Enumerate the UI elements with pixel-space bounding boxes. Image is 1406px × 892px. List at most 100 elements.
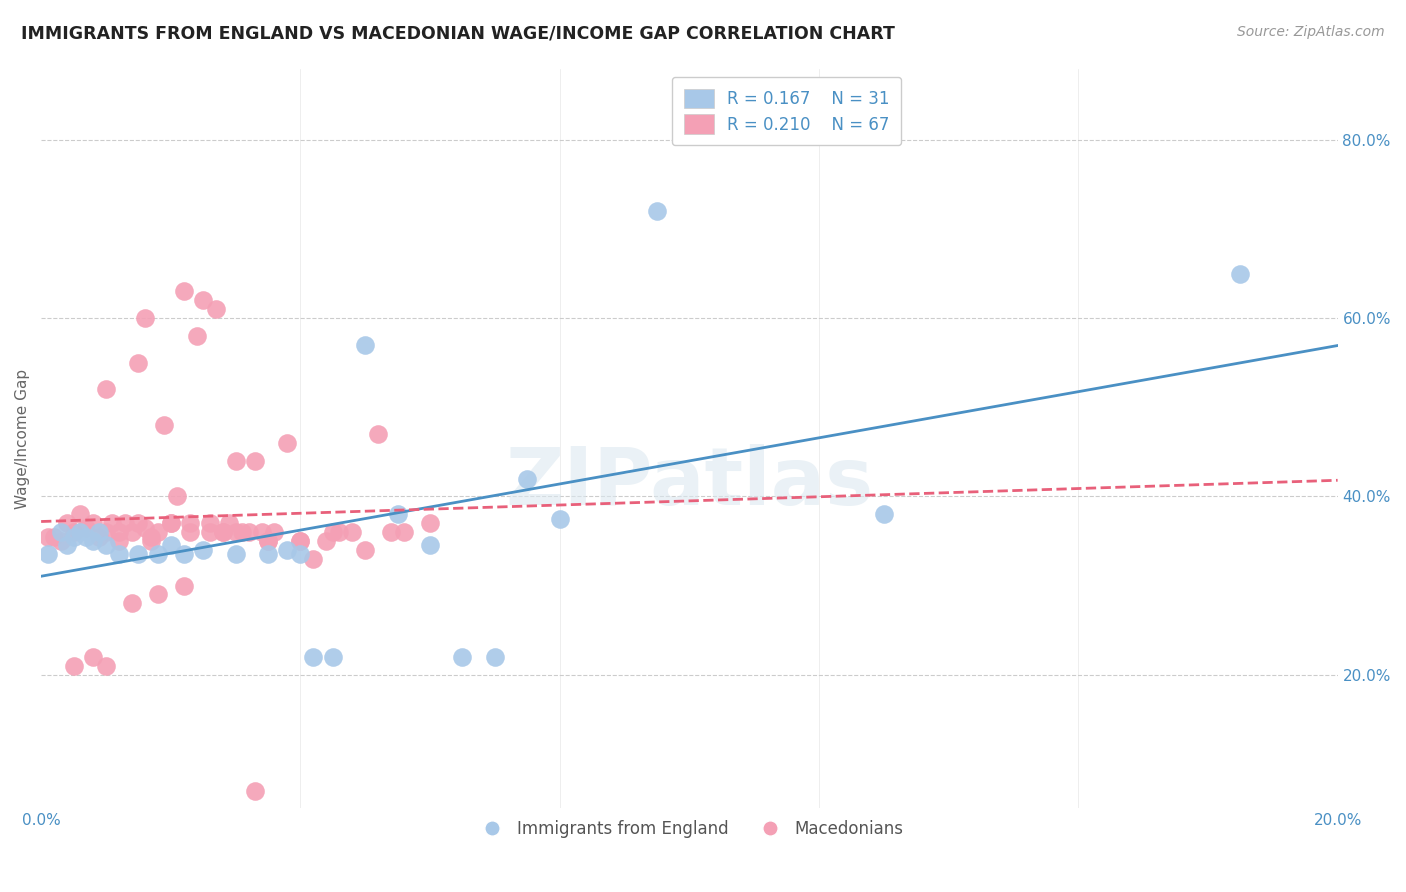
Point bbox=[173, 547, 195, 561]
Point bbox=[263, 525, 285, 540]
Point bbox=[328, 525, 350, 540]
Point bbox=[243, 454, 266, 468]
Text: IMMIGRANTS FROM ENGLAND VS MACEDONIAN WAGE/INCOME GAP CORRELATION CHART: IMMIGRANTS FROM ENGLAND VS MACEDONIAN WA… bbox=[21, 25, 896, 43]
Point bbox=[166, 490, 188, 504]
Point bbox=[193, 293, 215, 308]
Point bbox=[516, 472, 538, 486]
Point bbox=[451, 649, 474, 664]
Point bbox=[82, 649, 104, 664]
Point bbox=[159, 516, 181, 531]
Point bbox=[146, 547, 169, 561]
Point bbox=[89, 530, 111, 544]
Text: Source: ZipAtlas.com: Source: ZipAtlas.com bbox=[1237, 25, 1385, 39]
Point bbox=[257, 547, 280, 561]
Point bbox=[141, 534, 163, 549]
Point bbox=[114, 516, 136, 531]
Point bbox=[134, 521, 156, 535]
Point bbox=[76, 530, 98, 544]
Point bbox=[315, 534, 337, 549]
Point bbox=[419, 516, 441, 531]
Point bbox=[198, 516, 221, 531]
Point bbox=[290, 534, 312, 549]
Point bbox=[419, 539, 441, 553]
Point bbox=[108, 525, 131, 540]
Point bbox=[94, 525, 117, 540]
Point bbox=[198, 525, 221, 540]
Point bbox=[146, 525, 169, 540]
Point bbox=[37, 547, 59, 561]
Point bbox=[290, 534, 312, 549]
Y-axis label: Wage/Income Gap: Wage/Income Gap bbox=[15, 368, 30, 508]
Point bbox=[49, 525, 72, 540]
Point bbox=[69, 508, 91, 522]
Point bbox=[238, 525, 260, 540]
Point bbox=[69, 525, 91, 540]
Point bbox=[62, 525, 84, 540]
Point bbox=[159, 539, 181, 553]
Point bbox=[211, 525, 233, 540]
Point bbox=[127, 547, 149, 561]
Point bbox=[225, 547, 247, 561]
Point bbox=[94, 383, 117, 397]
Point bbox=[42, 530, 65, 544]
Point bbox=[146, 587, 169, 601]
Point bbox=[218, 516, 240, 531]
Point bbox=[225, 525, 247, 540]
Point bbox=[225, 454, 247, 468]
Point bbox=[186, 329, 208, 343]
Point bbox=[127, 516, 149, 531]
Point bbox=[380, 525, 402, 540]
Point bbox=[250, 525, 273, 540]
Point bbox=[37, 530, 59, 544]
Point bbox=[645, 204, 668, 219]
Point bbox=[179, 525, 201, 540]
Point bbox=[121, 596, 143, 610]
Point bbox=[257, 534, 280, 549]
Point bbox=[173, 578, 195, 592]
Point bbox=[56, 539, 79, 553]
Point bbox=[276, 436, 298, 450]
Point bbox=[179, 516, 201, 531]
Point bbox=[257, 534, 280, 549]
Point bbox=[62, 658, 84, 673]
Point bbox=[302, 649, 325, 664]
Point bbox=[387, 508, 409, 522]
Point bbox=[484, 649, 506, 664]
Point bbox=[94, 539, 117, 553]
Point bbox=[173, 285, 195, 299]
Text: ZIPatlas: ZIPatlas bbox=[505, 444, 873, 522]
Point bbox=[873, 508, 896, 522]
Point bbox=[322, 649, 344, 664]
Point bbox=[205, 302, 228, 317]
Point bbox=[56, 516, 79, 531]
Point bbox=[342, 525, 364, 540]
Point bbox=[49, 534, 72, 549]
Point bbox=[127, 356, 149, 370]
Point bbox=[62, 530, 84, 544]
Point bbox=[82, 534, 104, 549]
Point bbox=[82, 516, 104, 531]
Point bbox=[243, 783, 266, 797]
Point bbox=[548, 512, 571, 526]
Point bbox=[193, 542, 215, 557]
Point bbox=[108, 547, 131, 561]
Point bbox=[94, 658, 117, 673]
Point bbox=[134, 311, 156, 326]
Point bbox=[367, 427, 389, 442]
Point bbox=[276, 542, 298, 557]
Point bbox=[290, 547, 312, 561]
Point bbox=[231, 525, 253, 540]
Point bbox=[141, 530, 163, 544]
Point bbox=[354, 542, 377, 557]
Point bbox=[153, 418, 176, 433]
Point bbox=[211, 525, 233, 540]
Point bbox=[76, 521, 98, 535]
Point bbox=[121, 525, 143, 540]
Point bbox=[101, 516, 124, 531]
Point bbox=[108, 534, 131, 549]
Point bbox=[322, 525, 344, 540]
Point bbox=[1229, 267, 1251, 281]
Legend: Immigrants from England, Macedonians: Immigrants from England, Macedonians bbox=[468, 814, 911, 845]
Point bbox=[159, 516, 181, 531]
Point bbox=[89, 525, 111, 540]
